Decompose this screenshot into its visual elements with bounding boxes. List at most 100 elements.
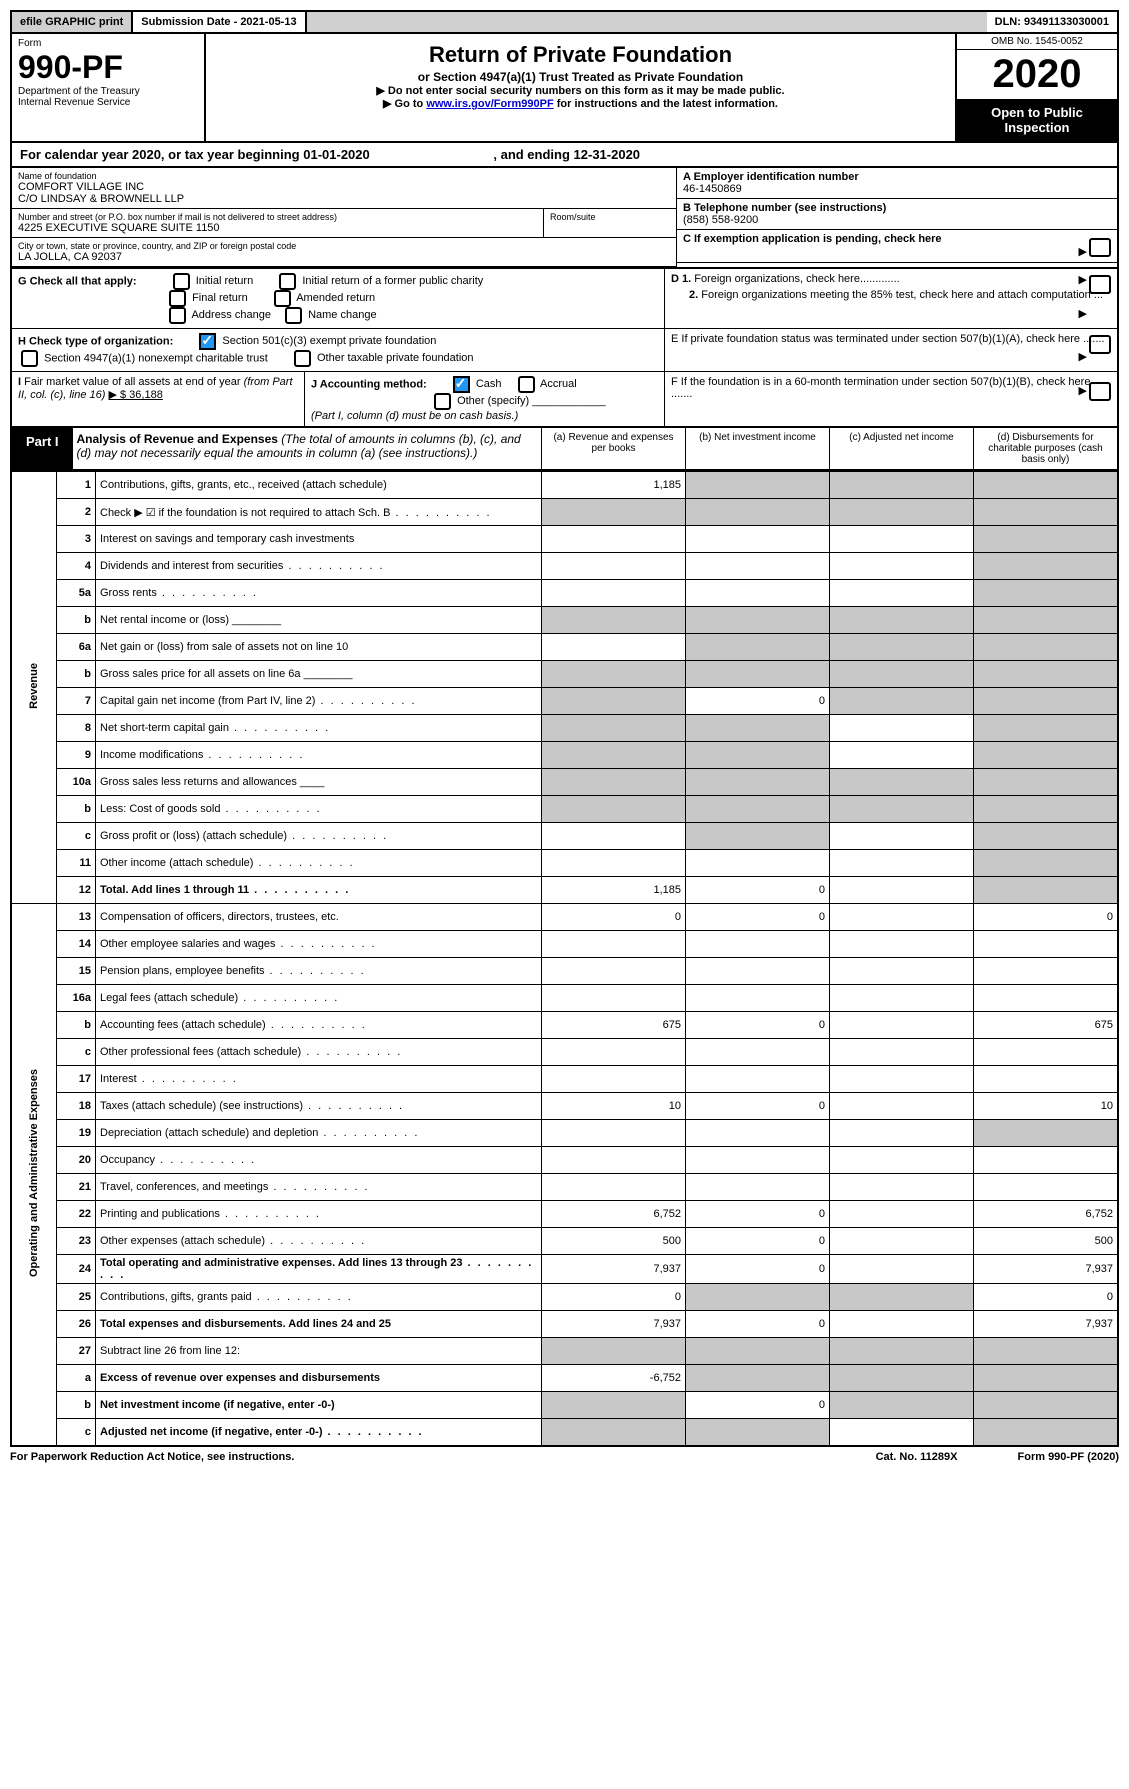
line-desc: Net short-term capital gain — [96, 715, 542, 742]
line-desc: Total. Add lines 1 through 11 — [96, 877, 542, 904]
table-row: 10aGross sales less returns and allowanc… — [11, 769, 1118, 796]
table-row: Revenue1Contributions, gifts, grants, et… — [11, 472, 1118, 499]
line-num: 4 — [57, 553, 96, 580]
line-desc: Accounting fees (attach schedule) — [96, 1012, 542, 1039]
table-row: 22Printing and publications6,75206,752 — [11, 1201, 1118, 1228]
line-desc: Printing and publications — [96, 1201, 542, 1228]
d2-checkbox[interactable] — [1089, 275, 1111, 294]
table-row: 12Total. Add lines 1 through 111,1850 — [11, 877, 1118, 904]
table-row: bLess: Cost of goods sold — [11, 796, 1118, 823]
line-desc: Gross sales price for all assets on line… — [96, 661, 542, 688]
line-desc: Other professional fees (attach schedule… — [96, 1039, 542, 1066]
c-checkbox[interactable] — [1089, 238, 1111, 257]
line-desc: Pension plans, employee benefits — [96, 958, 542, 985]
table-row: 19Depreciation (attach schedule) and dep… — [11, 1120, 1118, 1147]
line-desc: Gross rents — [96, 580, 542, 607]
line-num: b — [57, 661, 96, 688]
header-left: Form 990-PF Department of the Treasury I… — [12, 34, 206, 141]
section-i-j: I Fair market value of all assets at end… — [10, 372, 1119, 426]
table-row: Operating and Administrative Expenses13C… — [11, 904, 1118, 931]
table-row: 16aLegal fees (attach schedule) — [11, 985, 1118, 1012]
line-desc: Net gain or (loss) from sale of assets n… — [96, 634, 542, 661]
table-row: 15Pension plans, employee benefits — [11, 958, 1118, 985]
line-desc: Interest — [96, 1066, 542, 1093]
form-title: Return of Private Foundation — [212, 42, 949, 68]
chk-address[interactable] — [169, 307, 186, 324]
table-row: bNet rental income or (loss) ________ — [11, 607, 1118, 634]
side-label: Operating and Administrative Expenses — [11, 904, 57, 1447]
table-row: 18Taxes (attach schedule) (see instructi… — [11, 1093, 1118, 1120]
line-num: 10a — [57, 769, 96, 796]
city-state: City or town, state or province, country… — [12, 238, 676, 267]
street-address: Number and street (or P.O. box number if… — [12, 209, 544, 238]
line-num: 18 — [57, 1093, 96, 1120]
chk-cash[interactable] — [453, 376, 470, 393]
line-num: 22 — [57, 1201, 96, 1228]
open-public: Open to Public Inspection — [957, 99, 1117, 141]
line-desc: Other income (attach schedule) — [96, 850, 542, 877]
d-foreign: D 1. D 1. Foreign organizations, check h… — [664, 269, 1117, 328]
e-checkbox[interactable] — [1089, 335, 1111, 354]
chk-name[interactable] — [285, 307, 302, 324]
line-desc: Compensation of officers, directors, tru… — [96, 904, 542, 931]
table-row: 26Total expenses and disbursements. Add … — [11, 1311, 1118, 1338]
line-desc: Income modifications — [96, 742, 542, 769]
line-num: 25 — [57, 1284, 96, 1311]
chk-initial-former[interactable] — [279, 273, 296, 290]
dept: Department of the Treasury — [18, 86, 198, 97]
line-num: b — [57, 607, 96, 634]
tax-year: 2020 — [957, 50, 1117, 99]
form-header: Form 990-PF Department of the Treasury I… — [10, 34, 1119, 143]
side-label: Revenue — [11, 472, 57, 904]
chk-accrual[interactable] — [518, 376, 535, 393]
chk-other-tax[interactable] — [294, 350, 311, 367]
line-num: 1 — [57, 472, 96, 499]
line-num: 13 — [57, 904, 96, 931]
table-row: bAccounting fees (attach schedule)675067… — [11, 1012, 1118, 1039]
line-num: 5a — [57, 580, 96, 607]
chk-501c3[interactable] — [199, 333, 216, 350]
line-desc: Excess of revenue over expenses and disb… — [96, 1365, 542, 1392]
chk-other-acct[interactable] — [434, 393, 451, 410]
line-num: 23 — [57, 1228, 96, 1255]
table-row: 20Occupancy — [11, 1147, 1118, 1174]
line-desc: Dividends and interest from securities — [96, 553, 542, 580]
table-row: 24Total operating and administrative exp… — [11, 1255, 1118, 1284]
line-desc: Other employee salaries and wages — [96, 931, 542, 958]
part-tag: Part I — [12, 428, 73, 469]
exemption-pending: C If exemption application is pending, c… — [677, 230, 1117, 263]
irs-link[interactable]: www.irs.gov/Form990PF — [426, 98, 553, 110]
e-terminated: E If private foundation status was termi… — [664, 329, 1117, 371]
line-num: c — [57, 823, 96, 850]
chk-final[interactable] — [169, 290, 186, 307]
form-subtitle: or Section 4947(a)(1) Trust Treated as P… — [212, 70, 949, 84]
line-desc: Gross profit or (loss) (attach schedule) — [96, 823, 542, 850]
line-desc: Total operating and administrative expen… — [96, 1255, 542, 1284]
line-num: 27 — [57, 1338, 96, 1365]
chk-amended[interactable] — [274, 290, 291, 307]
line-desc: Contributions, gifts, grants, etc., rece… — [96, 472, 542, 499]
chk-4947[interactable] — [21, 350, 38, 367]
table-row: cOther professional fees (attach schedul… — [11, 1039, 1118, 1066]
line-num: c — [57, 1039, 96, 1066]
telephone: B Telephone number (see instructions) (8… — [677, 199, 1117, 230]
header-center: Return of Private Foundation or Section … — [206, 34, 955, 141]
footer-cat: Cat. No. 11289X — [876, 1451, 958, 1463]
table-row: bGross sales price for all assets on lin… — [11, 661, 1118, 688]
line-desc: Gross sales less returns and allowances … — [96, 769, 542, 796]
h-orgtype: H Check type of organization: Section 50… — [12, 329, 664, 371]
foundation-name: Name of foundation COMFORT VILLAGE INC C… — [12, 168, 676, 209]
line-desc: Travel, conferences, and meetings — [96, 1174, 542, 1201]
line-num: 7 — [57, 688, 96, 715]
table-row: 27Subtract line 26 from line 12: — [11, 1338, 1118, 1365]
j-accounting: J Accounting method: Cash Accrual Other … — [305, 372, 664, 426]
table-row: 9Income modifications — [11, 742, 1118, 769]
f-checkbox[interactable] — [1089, 382, 1111, 401]
line-num: 2 — [57, 499, 96, 526]
table-row: 4Dividends and interest from securities — [11, 553, 1118, 580]
chk-initial[interactable] — [173, 273, 190, 290]
room-suite: Room/suite — [544, 209, 676, 238]
line-num: 24 — [57, 1255, 96, 1284]
instr-1: ▶ Do not enter social security numbers o… — [212, 84, 949, 97]
line-desc: Legal fees (attach schedule) — [96, 985, 542, 1012]
